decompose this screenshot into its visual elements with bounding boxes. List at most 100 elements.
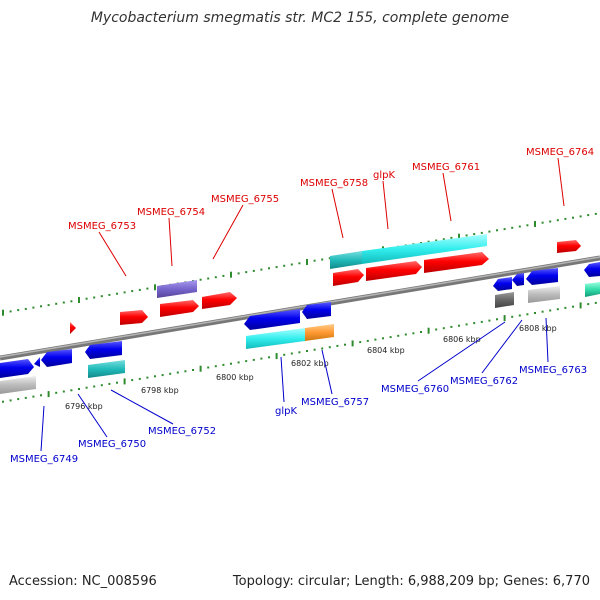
forward-tick-track-mark <box>290 263 293 266</box>
forward-tick-track-mark <box>138 288 141 291</box>
reverse-tick-track-mark <box>488 319 491 322</box>
genome-backbone <box>0 255 600 361</box>
gene-arrow-forward[interactable] <box>70 322 76 334</box>
forward-tick-track-mark <box>328 257 331 260</box>
gene-arrow-forward[interactable] <box>424 252 489 273</box>
forward-tick-track-mark <box>245 271 248 274</box>
reverse-tick-track-mark <box>458 324 460 327</box>
forward-tick-track-mark <box>9 310 12 313</box>
reverse-tick-track-mark <box>344 343 346 346</box>
forward-tick-track-mark <box>526 224 529 227</box>
map-title: Mycobacterium smegmatis str. MC2 155, co… <box>90 10 510 26</box>
genome-backbone-highlight <box>0 256 600 358</box>
forward-tick-track-mark <box>572 216 574 219</box>
reverse-tick-track-mark <box>283 353 286 356</box>
reverse-tick-track-mark <box>496 318 498 321</box>
gene-arrow-forward[interactable] <box>333 269 364 286</box>
forward-tick-track-mark <box>207 277 210 280</box>
forward-tick-track-mark <box>17 309 20 312</box>
gene-label-reverse[interactable]: MSMEG_6763 <box>519 365 587 376</box>
reverse-tick-track-mark <box>62 390 65 393</box>
gene-label-reverse[interactable]: MSMEG_6762 <box>450 376 518 387</box>
gene-arrow-reverse[interactable] <box>584 262 600 277</box>
gene-arrow-reverse[interactable] <box>512 273 524 286</box>
cds-feature[interactable] <box>246 328 305 349</box>
reverse-tick-track-mark <box>412 332 415 335</box>
gene-arrow-reverse[interactable] <box>302 302 331 319</box>
reverse-tick-track-mark <box>336 344 339 347</box>
reverse-tick-track-mark <box>442 327 445 330</box>
gene-arrow-forward[interactable] <box>366 261 422 281</box>
reverse-tick-track-mark <box>541 310 544 313</box>
reverse-tick-track-mark <box>526 313 529 316</box>
reverse-tick-track-mark <box>40 394 42 397</box>
cds-feature[interactable] <box>330 251 362 269</box>
reverse-tick-track-mark <box>351 340 354 347</box>
reverse-tick-track-mark <box>587 303 590 306</box>
gene-label-forward[interactable]: MSMEG_6761 <box>412 162 480 173</box>
forward-tick-track-mark <box>579 215 582 218</box>
cds-feature[interactable] <box>585 282 600 297</box>
forward-tick-track-mark <box>541 221 544 224</box>
reverse-tick-track-mark <box>47 391 50 398</box>
cds-feature[interactable] <box>157 280 197 298</box>
gene-label-reverse[interactable]: MSMEG_6749 <box>10 454 78 465</box>
gene-arrow-reverse[interactable] <box>526 268 558 285</box>
cds-feature[interactable] <box>305 324 334 341</box>
forward-tick-track-mark <box>427 240 430 243</box>
forward-tick-track-mark <box>32 306 35 309</box>
reverse-tick-track-mark <box>473 322 476 325</box>
forward-tick-track-mark <box>100 295 103 298</box>
reverse-tick-track-mark <box>435 328 438 331</box>
accession-label: Accession: NC_008596 <box>9 574 157 589</box>
gene-arrow-forward[interactable] <box>160 300 199 317</box>
gene-label-reverse[interactable]: MSMEG_6760 <box>381 384 449 395</box>
forward-tick-track-mark <box>24 307 27 310</box>
cds-feature[interactable] <box>495 292 514 308</box>
reverse-tick-track-mark <box>55 391 58 394</box>
forward-tick-track-mark <box>534 221 536 227</box>
gene-arrow-forward[interactable] <box>120 310 148 325</box>
forward-tick-track-mark <box>260 268 263 271</box>
gene-arrow-reverse[interactable] <box>34 357 40 367</box>
forward-tick-track-mark <box>2 309 4 316</box>
cds-feature[interactable] <box>528 286 560 303</box>
reverse-strand-genes <box>0 262 600 394</box>
cds-feature[interactable] <box>362 234 487 264</box>
gene-label-reverse[interactable]: MSMEG_6757 <box>301 397 369 408</box>
gene-label-forward[interactable]: MSMEG_6754 <box>137 207 205 218</box>
gene-label-reverse[interactable]: MSMEG_6750 <box>78 439 146 450</box>
gene-arrow-reverse[interactable] <box>41 349 72 367</box>
gene-arrow-reverse[interactable] <box>0 359 34 378</box>
forward-tick-track-mark <box>275 266 278 269</box>
gene-label-forward[interactable]: MSMEG_6755 <box>211 194 279 205</box>
forward-tick-track-mark <box>222 274 225 277</box>
cds-feature[interactable] <box>88 360 125 378</box>
reverse-tick-track-mark <box>404 333 407 336</box>
gene-label-reverse[interactable]: MSMEG_6752 <box>148 426 216 437</box>
gene-label-forward[interactable]: MSMEG_6753 <box>68 221 136 232</box>
gene-arrow-reverse[interactable] <box>244 309 300 330</box>
scale-label: 6796 kbp <box>65 402 103 411</box>
reverse-tick-track-mark <box>222 363 225 366</box>
gene-arrow-forward[interactable] <box>557 240 581 253</box>
reverse-tick-track-mark <box>556 308 559 311</box>
gene-arrow-forward[interactable] <box>202 292 237 309</box>
gene-arrow-reverse[interactable] <box>493 277 512 291</box>
gene-arrow-reverse[interactable] <box>85 341 122 359</box>
forward-tick-track-mark <box>298 262 301 265</box>
scale-label: 6806 kbp <box>443 335 481 344</box>
gene-label-forward[interactable]: MSMEG_6758 <box>300 178 368 189</box>
reverse-tick-track-mark <box>374 338 377 341</box>
gene-label-reverse[interactable]: glpK <box>275 406 297 417</box>
cds-feature[interactable] <box>0 376 36 394</box>
reverse-tick-track-mark <box>290 352 293 355</box>
forward-tick-track-mark <box>564 217 567 220</box>
gene-label-forward[interactable]: MSMEG_6764 <box>526 147 594 158</box>
gene-label-forward[interactable]: glpK <box>373 170 395 181</box>
forward-tick-track-mark <box>587 214 590 217</box>
reverse-tick-track-mark <box>534 312 536 314</box>
forward-tick-track-mark <box>62 301 65 304</box>
reverse-tick-track-mark <box>450 325 453 328</box>
